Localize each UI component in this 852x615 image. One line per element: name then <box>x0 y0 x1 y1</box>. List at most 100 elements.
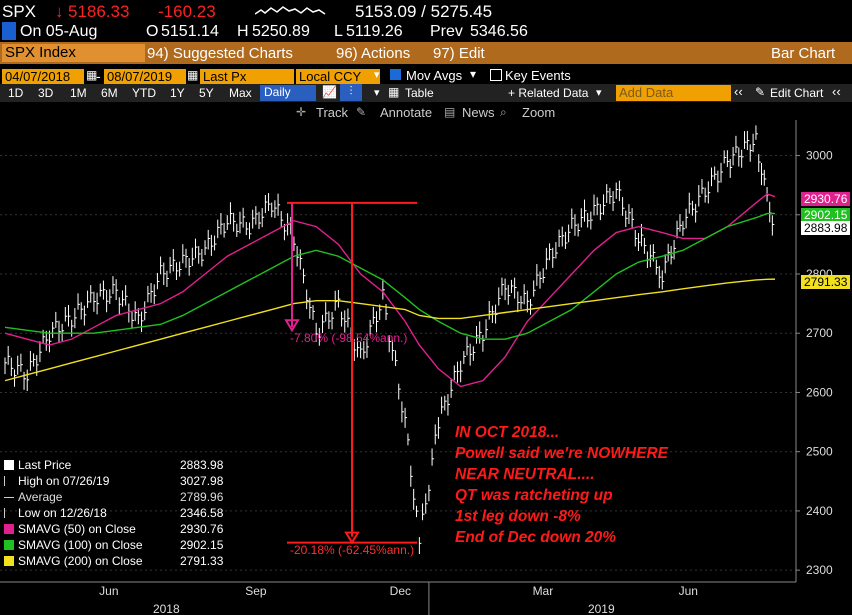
price-change: -160.23 <box>158 2 216 21</box>
chevron-down-icon[interactable]: ▾ <box>596 87 602 99</box>
commentary-line: IN OCT 2018... <box>455 424 560 441</box>
dec-drop-label: -20.18% (-62.45%ann.) <box>290 543 415 557</box>
x-year-label: 2018 <box>153 602 180 615</box>
start-date-input[interactable]: 04/07/2018 <box>2 69 84 84</box>
key-events-label: Key Events <box>505 68 571 83</box>
legend-value: 2789.96 <box>180 490 224 504</box>
legend-value: 2791.33 <box>180 554 224 568</box>
ma200-price-tag: 2791.33 <box>801 275 851 289</box>
x-tick-label: Jun <box>99 584 118 598</box>
legend-swatch <box>4 524 14 534</box>
period-max[interactable]: Max <box>229 86 252 100</box>
end-date-input[interactable]: 08/07/2019 <box>104 69 186 84</box>
period-3d[interactable]: 3D <box>38 86 54 100</box>
legend-ma50: SMAVG (50) on Close 2930.76 <box>4 522 232 538</box>
news-button[interactable]: News <box>462 105 495 120</box>
table-icon: ▦ <box>388 85 400 99</box>
oct-drop-arrowhead <box>284 319 300 333</box>
open-value: 5151.14 <box>161 23 219 40</box>
quote-bar: SPX ↓ 5186.33 -160.23 5153.09 / 5275.45 <box>0 0 852 22</box>
period-1d[interactable]: 1D <box>8 86 24 100</box>
quote-date: On 05-Aug <box>20 23 98 40</box>
dec-drop-arrowhead <box>344 531 360 545</box>
news-icon: ▤ <box>444 105 456 119</box>
low-value: 5119.26 <box>346 23 403 40</box>
suggested-charts-menu[interactable]: 94) Suggested Charts <box>147 45 293 62</box>
frequency-select[interactable]: Daily <box>260 85 316 101</box>
x-tick-label: Jun <box>679 584 698 598</box>
commentary-line: 1st leg down -8% <box>455 508 581 525</box>
legend-swatch <box>4 556 14 566</box>
period-1m[interactable]: 1M <box>70 86 87 100</box>
commentary-text: IN OCT 2018... Powell said we're NOWHERE… <box>455 422 668 548</box>
security-field[interactable]: SPX Index <box>2 44 145 62</box>
mov-avgs-checkbox[interactable] <box>390 69 401 80</box>
legend-swatch <box>4 460 14 470</box>
period-1y[interactable]: 1Y <box>170 86 185 100</box>
x-tick-label: Sep <box>245 584 267 598</box>
gauge-icon <box>2 22 16 40</box>
ma50-price-tag: 2930.76 <box>801 192 851 206</box>
collapse-icon[interactable]: ‹‹ <box>832 84 841 99</box>
legend-ma100: SMAVG (100) on Close 2902.15 <box>4 538 232 554</box>
key-events-checkbox[interactable] <box>490 69 502 81</box>
commentary-line: End of Dec down 20% <box>455 529 617 546</box>
chevron-down-icon[interactable]: ▾ <box>374 87 380 99</box>
period-6m[interactable]: 6M <box>101 86 118 100</box>
related-data-button[interactable]: + Related Data <box>508 86 589 100</box>
sparkline-icon <box>255 6 326 15</box>
commentary-line: NEAR NEUTRAL.... <box>455 466 595 483</box>
currency-select[interactable]: Local CCY <box>296 69 380 84</box>
legend-label: SMAVG (200) on Close <box>18 554 143 568</box>
y-tick-label: 2400 <box>806 504 833 518</box>
edit-menu[interactable]: 97) Edit <box>433 45 485 62</box>
high-value: 5250.89 <box>252 23 310 40</box>
legend-value: 3027.98 <box>180 474 224 488</box>
mov-avgs-label: Mov Avgs <box>406 68 463 83</box>
actions-menu[interactable]: 96) Actions <box>336 45 411 62</box>
y-tick-label: 2300 <box>806 563 833 577</box>
table-button[interactable]: Table <box>405 86 434 100</box>
annotate-button[interactable]: Annotate <box>380 105 433 120</box>
chart-legend: Last Price 2883.98 High on 07/26/19 3027.9… <box>4 458 232 570</box>
chevron-down-icon[interactable]: ▾ <box>374 69 380 81</box>
high-label: H <box>237 23 249 40</box>
last-price-tag: 2883.98 <box>801 221 851 235</box>
bar-chart-icon[interactable]: ⫶ <box>340 84 362 101</box>
period-bar: 1D 3D 1M 6M YTD 1Y 5Y Max Daily 📈 ⫶ ▾ ▦ … <box>0 84 852 102</box>
prev-value: 5346.56 <box>470 23 528 40</box>
legend-swatch <box>4 540 14 550</box>
legend-value: 2902.15 <box>180 538 224 552</box>
collapse-icon[interactable]: ‹‹ <box>734 84 743 99</box>
zoom-button[interactable]: Zoom <box>522 105 556 120</box>
series-line-smavg-50- <box>4 193 776 388</box>
high-marker-icon <box>4 476 14 486</box>
calendar-icon[interactable]: ▦ <box>86 68 98 82</box>
zoom-icon: ⌕ <box>500 105 507 119</box>
price-field-select[interactable]: Last Px <box>200 69 294 84</box>
edit-chart-button[interactable]: Edit Chart <box>770 86 824 100</box>
x-year-label: 2019 <box>588 602 615 615</box>
track-button[interactable]: Track <box>316 105 349 120</box>
y-tick-label: 2600 <box>806 385 833 399</box>
calendar-icon[interactable]: ▦ <box>187 68 199 82</box>
legend-label: Low on 12/26/18 <box>18 506 107 520</box>
pencil-icon: ✎ <box>356 105 367 119</box>
legend-value: 2930.76 <box>180 522 224 536</box>
x-tick-label: Mar <box>533 584 554 598</box>
y-tick-label: 2700 <box>806 326 833 340</box>
ticker-symbol[interactable]: SPX <box>2 2 37 21</box>
legend-low: Low on 12/26/18 2346.58 <box>4 506 232 522</box>
add-data-input[interactable]: Add Data <box>616 85 731 101</box>
legend-label: SMAVG (50) on Close <box>18 522 136 536</box>
period-5y[interactable]: 5Y <box>199 86 214 100</box>
chevron-down-icon[interactable]: ▾ <box>470 67 477 81</box>
low-label: L <box>334 23 343 40</box>
y-tick-label: 3000 <box>806 149 833 163</box>
line-chart-icon[interactable]: 📈 <box>322 85 337 99</box>
ma100-price-tag: 2902.15 <box>801 208 851 222</box>
commentary-line: Powell said we're NOWHERE <box>455 445 668 462</box>
menu-bar: SPX Index 94) Suggested Charts 96) Actio… <box>0 42 852 64</box>
price-chart[interactable]: 23002400250026002700280029003000 JunSepD… <box>0 120 852 615</box>
period-ytd[interactable]: YTD <box>132 86 156 100</box>
